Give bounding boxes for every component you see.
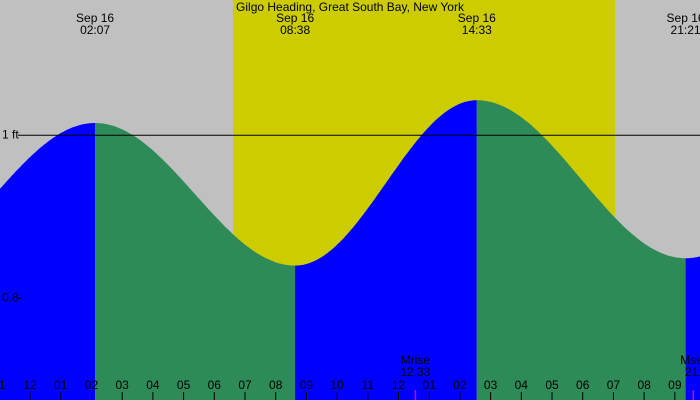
extreme-time: 21:21 <box>671 23 700 37</box>
x-tick-label: 08 <box>269 378 283 392</box>
x-tick-label: 11 <box>362 378 375 392</box>
extreme-time: 08:38 <box>280 23 310 37</box>
x-tick-label: 06 <box>208 378 222 392</box>
falling-tide <box>476 100 686 400</box>
x-tick-label: 01 <box>423 378 437 392</box>
x-tick-label: 07 <box>607 378 621 392</box>
falling-tide <box>95 123 296 400</box>
x-tick-label: 07 <box>238 378 252 392</box>
y-tick-label: 1 ft <box>2 127 19 141</box>
x-tick-label: 03 <box>116 378 130 392</box>
x-tick-label: 02 <box>453 378 467 392</box>
y-tick-label: 0.8 <box>2 290 19 304</box>
extreme-time: 14:33 <box>462 23 492 37</box>
chart-title: Gilgo Heading, Great South Bay, New York <box>236 0 465 14</box>
extreme-date: Sep 16 <box>458 11 496 25</box>
x-tick-label: 09 <box>668 378 682 392</box>
extreme-date: Sep 16 <box>667 11 700 25</box>
rising-tide <box>0 123 96 400</box>
moon-event-time: 21: <box>685 365 700 379</box>
rising-tide <box>295 100 477 400</box>
x-tick-label: 12 <box>392 378 406 392</box>
rising-tide <box>685 256 700 400</box>
x-tick-label: 01 <box>54 378 68 392</box>
x-tick-label: 05 <box>177 378 191 392</box>
x-tick-label: 05 <box>545 378 559 392</box>
x-tick-label: 03 <box>484 378 498 392</box>
moon-event-name: Mset <box>680 353 700 367</box>
x-tick-label: 08 <box>637 378 651 392</box>
extreme-date: Sep 16 <box>276 11 314 25</box>
x-tick-label: 06 <box>576 378 590 392</box>
x-tick-label: 11 <box>0 378 6 392</box>
x-tick-label: 04 <box>515 378 529 392</box>
moon-event-name: Mrise <box>401 353 431 367</box>
extreme-time: 02:07 <box>80 23 110 37</box>
moon-event-time: 12:33 <box>400 365 430 379</box>
x-tick-label: 12 <box>23 378 37 392</box>
extreme-date: Sep 16 <box>76 11 114 25</box>
x-tick-label: 04 <box>146 378 160 392</box>
tide-layer <box>0 100 700 400</box>
x-tick-label: 10 <box>330 378 344 392</box>
x-tick-label: 09 <box>300 378 314 392</box>
x-tick-label: 02 <box>85 378 99 392</box>
